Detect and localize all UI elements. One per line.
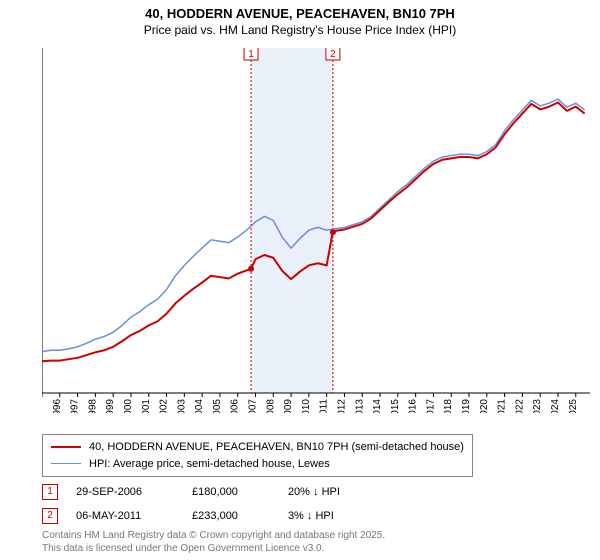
- sale-price: £233,000: [152, 504, 248, 528]
- sale-delta: 3% ↓ HPI: [248, 504, 350, 528]
- title-line1: 40, HODDERN AVENUE, PEACEHAVEN, BN10 7PH: [0, 6, 600, 23]
- svg-text:2006: 2006: [230, 399, 241, 413]
- svg-text:2010: 2010: [301, 399, 312, 413]
- svg-text:2000: 2000: [123, 399, 134, 413]
- svg-text:2013: 2013: [354, 399, 365, 413]
- svg-text:2018: 2018: [443, 399, 454, 413]
- svg-text:2020: 2020: [479, 399, 490, 413]
- legend-label: 40, HODDERN AVENUE, PEACEHAVEN, BN10 7PH…: [89, 439, 464, 456]
- legend-item: HPI: Average price, semi-detached house,…: [51, 456, 464, 473]
- svg-text:2025: 2025: [568, 399, 579, 413]
- svg-text:2011: 2011: [319, 399, 330, 413]
- legend: 40, HODDERN AVENUE, PEACEHAVEN, BN10 7PH…: [42, 434, 473, 477]
- legend-item: 40, HODDERN AVENUE, PEACEHAVEN, BN10 7PH…: [51, 439, 464, 456]
- svg-text:2017: 2017: [425, 399, 436, 413]
- svg-text:2023: 2023: [532, 399, 543, 413]
- svg-text:2007: 2007: [248, 399, 259, 413]
- svg-text:1999: 1999: [105, 399, 116, 413]
- svg-text:2004: 2004: [194, 399, 205, 413]
- svg-text:1996: 1996: [52, 399, 63, 413]
- sale-date: 06-MAY-2011: [76, 504, 152, 528]
- svg-text:2014: 2014: [372, 399, 383, 413]
- svg-text:2015: 2015: [390, 399, 401, 413]
- svg-text:2009: 2009: [283, 399, 294, 413]
- svg-text:2022: 2022: [514, 399, 525, 413]
- title-line2: Price paid vs. HM Land Registry's House …: [0, 23, 600, 39]
- table-row: 1 29-SEP-2006 £180,000 20% ↓ HPI: [42, 480, 350, 504]
- sale-price: £180,000: [152, 480, 248, 504]
- svg-text:2016: 2016: [408, 399, 419, 413]
- sale-delta: 20% ↓ HPI: [248, 480, 350, 504]
- chart-area: £0£50K£100K£150K£200K£250K£300K£350K£400…: [42, 48, 590, 413]
- svg-text:2019: 2019: [461, 399, 472, 413]
- svg-text:2003: 2003: [176, 399, 187, 413]
- legend-label: HPI: Average price, semi-detached house,…: [89, 456, 330, 473]
- svg-text:2012: 2012: [336, 399, 347, 413]
- svg-text:2021: 2021: [497, 399, 508, 413]
- sale-badge: 2: [42, 508, 58, 524]
- svg-text:2: 2: [330, 49, 336, 60]
- svg-text:1995: 1995: [42, 399, 45, 413]
- svg-text:2005: 2005: [212, 399, 223, 413]
- chart-title: 40, HODDERN AVENUE, PEACEHAVEN, BN10 7PH…: [0, 0, 600, 38]
- table-row: 2 06-MAY-2011 £233,000 3% ↓ HPI: [42, 504, 350, 528]
- svg-text:1: 1: [248, 49, 254, 60]
- chart-svg: £0£50K£100K£150K£200K£250K£300K£350K£400…: [42, 48, 590, 413]
- svg-text:1997: 1997: [70, 399, 81, 413]
- footer-line2: This data is licensed under the Open Gov…: [42, 543, 385, 556]
- sale-badge: 1: [42, 484, 58, 500]
- footer-line1: Contains HM Land Registry data © Crown c…: [42, 530, 385, 543]
- svg-text:2001: 2001: [141, 399, 152, 413]
- svg-text:2024: 2024: [550, 399, 561, 413]
- sale-table: 1 29-SEP-2006 £180,000 20% ↓ HPI 2 06-MA…: [42, 480, 350, 528]
- footer-attribution: Contains HM Land Registry data © Crown c…: [42, 530, 385, 555]
- svg-text:2002: 2002: [159, 399, 170, 413]
- svg-text:2008: 2008: [265, 399, 276, 413]
- sale-date: 29-SEP-2006: [76, 480, 152, 504]
- svg-text:1998: 1998: [87, 399, 98, 413]
